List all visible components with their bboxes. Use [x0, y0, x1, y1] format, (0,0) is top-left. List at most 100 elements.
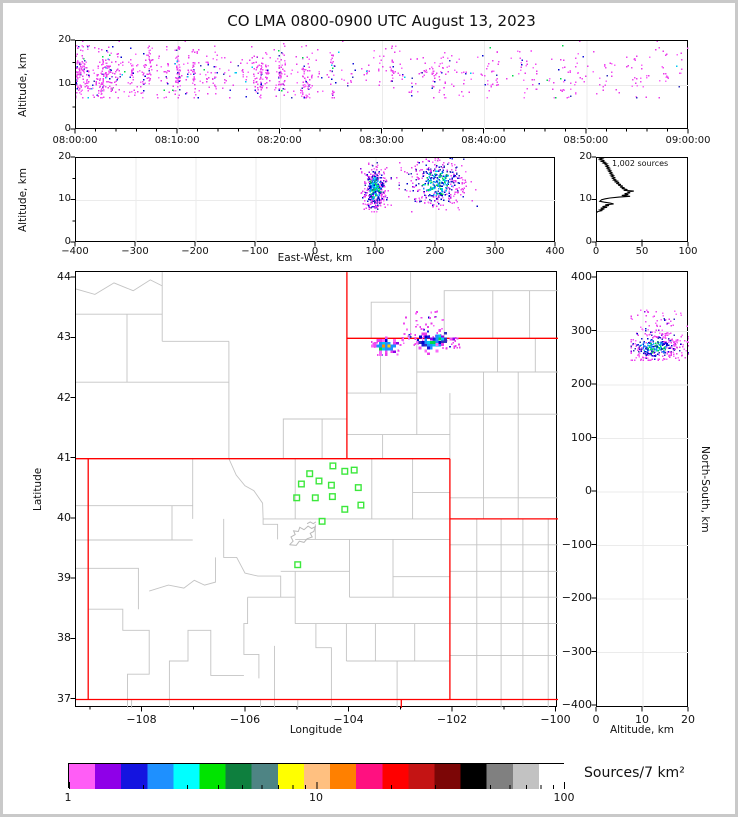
latitude-tick-label: 42: [57, 390, 71, 404]
colorbar-segment: [277, 764, 305, 789]
northsouth-tick-label: −100: [561, 537, 592, 551]
lma-station-marker: [354, 484, 362, 492]
colorbar-tick-label: 100: [553, 791, 575, 804]
plot-canvas: [76, 41, 689, 130]
altitude-tick-label: 20: [579, 150, 592, 162]
latitude-tick-label: 37: [57, 691, 71, 705]
lma-station-marker: [341, 505, 349, 513]
eastwest-tick-label: −100: [241, 246, 269, 257]
lma-station-marker: [328, 493, 336, 501]
colorbar-segment: [147, 764, 174, 789]
plot-canvas: [76, 272, 558, 708]
lma-station-marker: [315, 477, 323, 485]
colorbar-segment: [69, 764, 96, 789]
colorbar-segment: [121, 764, 148, 789]
eastwest-tick-label: 0: [311, 246, 319, 257]
northsouth-tick-label: −300: [561, 644, 592, 658]
altitude-tick-label: 0: [585, 235, 592, 247]
colorbar-segment: [173, 764, 201, 789]
lma-station-marker: [357, 501, 365, 509]
latitude-tick-label: 38: [57, 631, 71, 645]
eastwest-tick-label: 400: [545, 246, 565, 257]
latitude-tick-label: 40: [57, 510, 71, 524]
histogram-sources-annotation: 1,002 sources: [612, 159, 669, 168]
p2-xlabel: East-West, km: [277, 252, 353, 264]
northsouth-tick-label: 100: [571, 430, 592, 444]
ns-altitude-tick-label: 0: [592, 713, 600, 726]
colorbar-label: Sources/7 km²: [584, 765, 685, 781]
time-tick-label: 08:40:00: [461, 135, 507, 146]
eastwest-tick-label: 300: [485, 246, 505, 257]
longitude-tick-label: −106: [229, 713, 261, 726]
longitude-tick-label: −100: [540, 713, 571, 726]
colorbar-tick-label: 1: [64, 791, 72, 804]
ns-ylabel: North-South, km: [699, 445, 711, 533]
lma-station-marker: [350, 466, 358, 474]
longitude-tick-label: −102: [436, 713, 468, 726]
eastwest-tick-label: −400: [61, 246, 89, 257]
colorbar-segment: [95, 764, 122, 789]
time-tick-label: 08:20:00: [256, 135, 302, 146]
longitude-tick-label: −104: [333, 713, 364, 726]
colorbar-segment: [382, 764, 409, 789]
time-tick-label: 08:10:00: [154, 135, 200, 146]
lma-station-marker: [318, 517, 326, 525]
lma-station-marker: [311, 494, 319, 502]
lma-station-marker: [293, 494, 301, 502]
panel-northsouth-height: [596, 271, 689, 708]
colorbar-segment: [434, 764, 462, 789]
eastwest-tick-label: −200: [181, 246, 209, 257]
time-tick-label: 08:30:00: [359, 135, 404, 146]
latitude-tick-label: 43: [57, 330, 71, 344]
colorbar-segment: [512, 764, 540, 789]
colorbar-segment: [225, 764, 253, 789]
ns-xlabel: Altitude, km: [609, 724, 674, 736]
altitude-tick-label: 20: [58, 150, 71, 162]
altitude-tick-label: 20: [58, 33, 71, 45]
longitude-tick-label: −108: [126, 713, 157, 726]
latitude-tick-label: 44: [57, 270, 71, 284]
colorbar-tick-label: 10: [309, 791, 323, 804]
altitude-tick-label: 0: [64, 235, 71, 247]
plot-canvas: [69, 764, 565, 789]
lma-station-marker: [297, 480, 305, 488]
altitude-tick-label: 0: [64, 122, 71, 134]
time-tick-label: 08:50:00: [563, 135, 609, 146]
colorbar-segment: [460, 764, 488, 789]
panel-eastwest-height: [75, 157, 556, 243]
histogram-tick-label: 100: [678, 246, 698, 257]
lma-station-marker: [294, 561, 302, 569]
lma-station-marker: [306, 470, 314, 478]
histogram-tick-label: 50: [635, 246, 649, 257]
panel-time-height: [75, 40, 689, 130]
colorbar-segment: [251, 764, 279, 789]
latitude-tick-label: 41: [57, 450, 71, 464]
time-tick-label: 09:00:00: [665, 135, 711, 146]
altitude-tick-label: 10: [58, 78, 71, 89]
map-xlabel: Longitude: [289, 724, 343, 736]
plot-canvas: [597, 272, 689, 708]
northsouth-tick-label: −400: [561, 698, 592, 711]
plot-canvas: [597, 158, 634, 213]
northsouth-tick-label: −200: [561, 591, 592, 604]
eastwest-tick-label: 200: [425, 246, 445, 257]
panel-plan-view-map: [75, 271, 558, 708]
ns-altitude-tick-label: 20: [681, 713, 695, 726]
figure-title: CO LMA 0800-0900 UTC August 13, 2023: [227, 12, 536, 30]
colorbar-segment: [538, 764, 565, 789]
lma-station-marker: [329, 462, 337, 470]
altitude-tick-label: 10: [579, 193, 592, 204]
altitude-tick-label: 10: [58, 193, 71, 204]
northsouth-tick-label: 300: [571, 323, 592, 337]
northsouth-tick-label: 400: [571, 270, 592, 283]
lma-station-marker: [327, 481, 335, 489]
plot-canvas: [76, 158, 556, 243]
eastwest-tick-label: 100: [365, 246, 385, 257]
time-tick-label: 08:00:00: [52, 135, 98, 146]
colorbar: [68, 763, 565, 789]
colorbar-segment: [408, 764, 435, 789]
northsouth-tick-label: 0: [585, 484, 592, 497]
lma-station-marker: [341, 467, 349, 475]
colorbar-segment: [330, 764, 357, 789]
